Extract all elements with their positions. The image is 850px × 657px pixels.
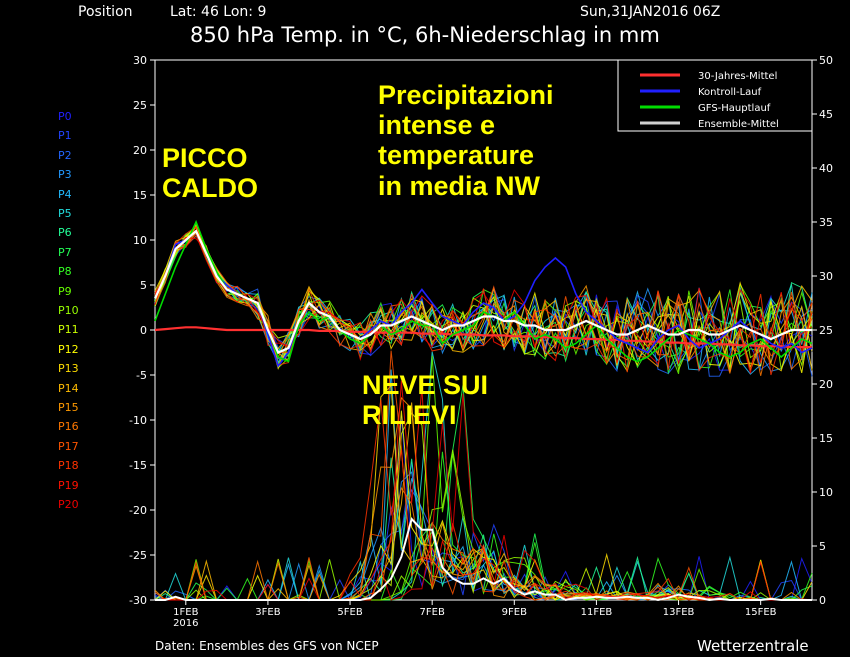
y-tick-label: -20 bbox=[129, 504, 147, 517]
member-label-p14: P14 bbox=[58, 381, 79, 395]
member-label-p20: P20 bbox=[58, 498, 79, 511]
x-tick-label: 1FEB bbox=[173, 607, 198, 618]
y-tick-label: 10 bbox=[133, 234, 147, 247]
y-tick-label: 30 bbox=[133, 54, 147, 67]
y-tick-label: -25 bbox=[129, 549, 147, 562]
x-tick-label: 13FEB bbox=[663, 607, 695, 618]
x-tick-label: 15FEB bbox=[745, 607, 777, 618]
member-precip-line bbox=[155, 486, 812, 602]
x-tick-label: 5FEB bbox=[337, 607, 362, 618]
annotation-neve-line: NEVE SUI bbox=[362, 370, 489, 400]
legend-box bbox=[617, 59, 813, 132]
annotation-precip-line-2: intense e bbox=[378, 110, 496, 141]
member-label-p12: P12 bbox=[58, 342, 79, 356]
y-tick-label: -15 bbox=[129, 459, 147, 472]
chart-title: 850 hPa Temp. in °C, 6h-Niederschlag in … bbox=[190, 23, 660, 47]
y2-tick-label: 40 bbox=[819, 162, 833, 175]
member-label-p0: P0 bbox=[58, 110, 72, 123]
member-label-p3: P3 bbox=[58, 168, 72, 182]
y2-tick-label: 50 bbox=[819, 54, 833, 67]
member-label-p5: P5 bbox=[58, 207, 72, 220]
member-label-p18: P18 bbox=[58, 459, 79, 473]
member-label-p9: P9 bbox=[58, 284, 72, 298]
y-tick-label: 20 bbox=[133, 144, 147, 157]
annotation-caldo-line: CALDO bbox=[162, 173, 258, 204]
run-label: Sun,31JAN2016 06Z bbox=[580, 4, 721, 20]
data-source: Daten: Ensembles des GFS von NCEP bbox=[155, 639, 379, 653]
member-label-p2: P2 bbox=[58, 148, 72, 162]
member-precip-line bbox=[154, 410, 812, 601]
member-label-p11: P11 bbox=[58, 323, 79, 337]
member-temp-line bbox=[154, 231, 813, 373]
annotation-picco-caldo: PICCO CALDO bbox=[162, 143, 258, 203]
y-tick-label: 15 bbox=[133, 189, 147, 202]
latlon-label: Lat: 46 Lon: 9 bbox=[170, 4, 267, 20]
y2-tick-label: 25 bbox=[819, 324, 833, 337]
member-label-p10: P10 bbox=[58, 304, 79, 317]
y-tick-label: 25 bbox=[133, 99, 147, 112]
member-label-p13: P13 bbox=[58, 362, 79, 376]
member-label-p15: P15 bbox=[58, 401, 79, 414]
y2-tick-label: 45 bbox=[819, 108, 833, 121]
precip-mean-line bbox=[155, 517, 812, 602]
x-tick-label: 7FEB bbox=[420, 607, 445, 618]
member-label-p17: P17 bbox=[58, 439, 79, 453]
y-tick-label: 5 bbox=[140, 279, 147, 292]
y2-tick-label: 30 bbox=[819, 270, 833, 283]
annotation-precip-line-1: Precipitazioni bbox=[378, 80, 554, 110]
legend-label: Ensemble-Mittel bbox=[698, 119, 779, 130]
x-tick-label: 9FEB bbox=[502, 607, 527, 618]
y2-tick-label: 35 bbox=[819, 216, 833, 229]
member-label-p19: P19 bbox=[58, 478, 79, 492]
y2-tick-label: 5 bbox=[819, 540, 826, 553]
y2-tick-label: 0 bbox=[819, 594, 826, 607]
annotation-rilievi-line: RILIEVI bbox=[362, 400, 457, 431]
member-label-p8: P8 bbox=[58, 265, 72, 279]
annotation-neve-sui-rilievi: NEVE SUI RILIEVI bbox=[362, 370, 488, 430]
y-tick-label: -5 bbox=[136, 369, 147, 382]
y2-tick-label: 10 bbox=[819, 486, 833, 499]
member-label-p1: P1 bbox=[58, 129, 72, 143]
x-tick-label: 11FEB bbox=[581, 607, 613, 618]
annotation-precip-line-3: temperature bbox=[378, 140, 535, 171]
member-label-p16: P16 bbox=[58, 420, 79, 434]
y2-tick-label: 20 bbox=[819, 378, 833, 391]
x-tick-sublabel: 2016 bbox=[173, 618, 198, 629]
brand-label: Wetterzentrale bbox=[697, 637, 809, 655]
annotation-precip-line-4: in media NW bbox=[378, 170, 541, 201]
member-label-p4: P4 bbox=[58, 187, 72, 201]
series-line bbox=[153, 229, 812, 354]
member-label-p7: P7 bbox=[58, 245, 72, 259]
y-tick-label: 0 bbox=[140, 324, 147, 337]
member-label-p6: P6 bbox=[58, 226, 72, 240]
y2-tick-label: 15 bbox=[819, 432, 833, 445]
legend-label: Kontroll-Lauf bbox=[698, 87, 762, 98]
y-tick-label: -10 bbox=[129, 414, 147, 427]
annotation-picco-line: PICCO bbox=[162, 143, 248, 173]
member-precip-line bbox=[154, 415, 813, 601]
y-tick-label: -30 bbox=[129, 594, 147, 607]
annotation-precipitazioni: Precipitazioni intense e temperature in … bbox=[378, 80, 554, 201]
position-label: Position bbox=[78, 4, 133, 20]
x-tick-label: 3FEB bbox=[255, 607, 280, 618]
member-precip-line bbox=[154, 412, 812, 601]
legend-label: 30-Jahres-Mittel bbox=[698, 71, 777, 82]
series-line bbox=[154, 326, 812, 349]
legend-label: GFS-Hauptlauf bbox=[698, 103, 771, 114]
